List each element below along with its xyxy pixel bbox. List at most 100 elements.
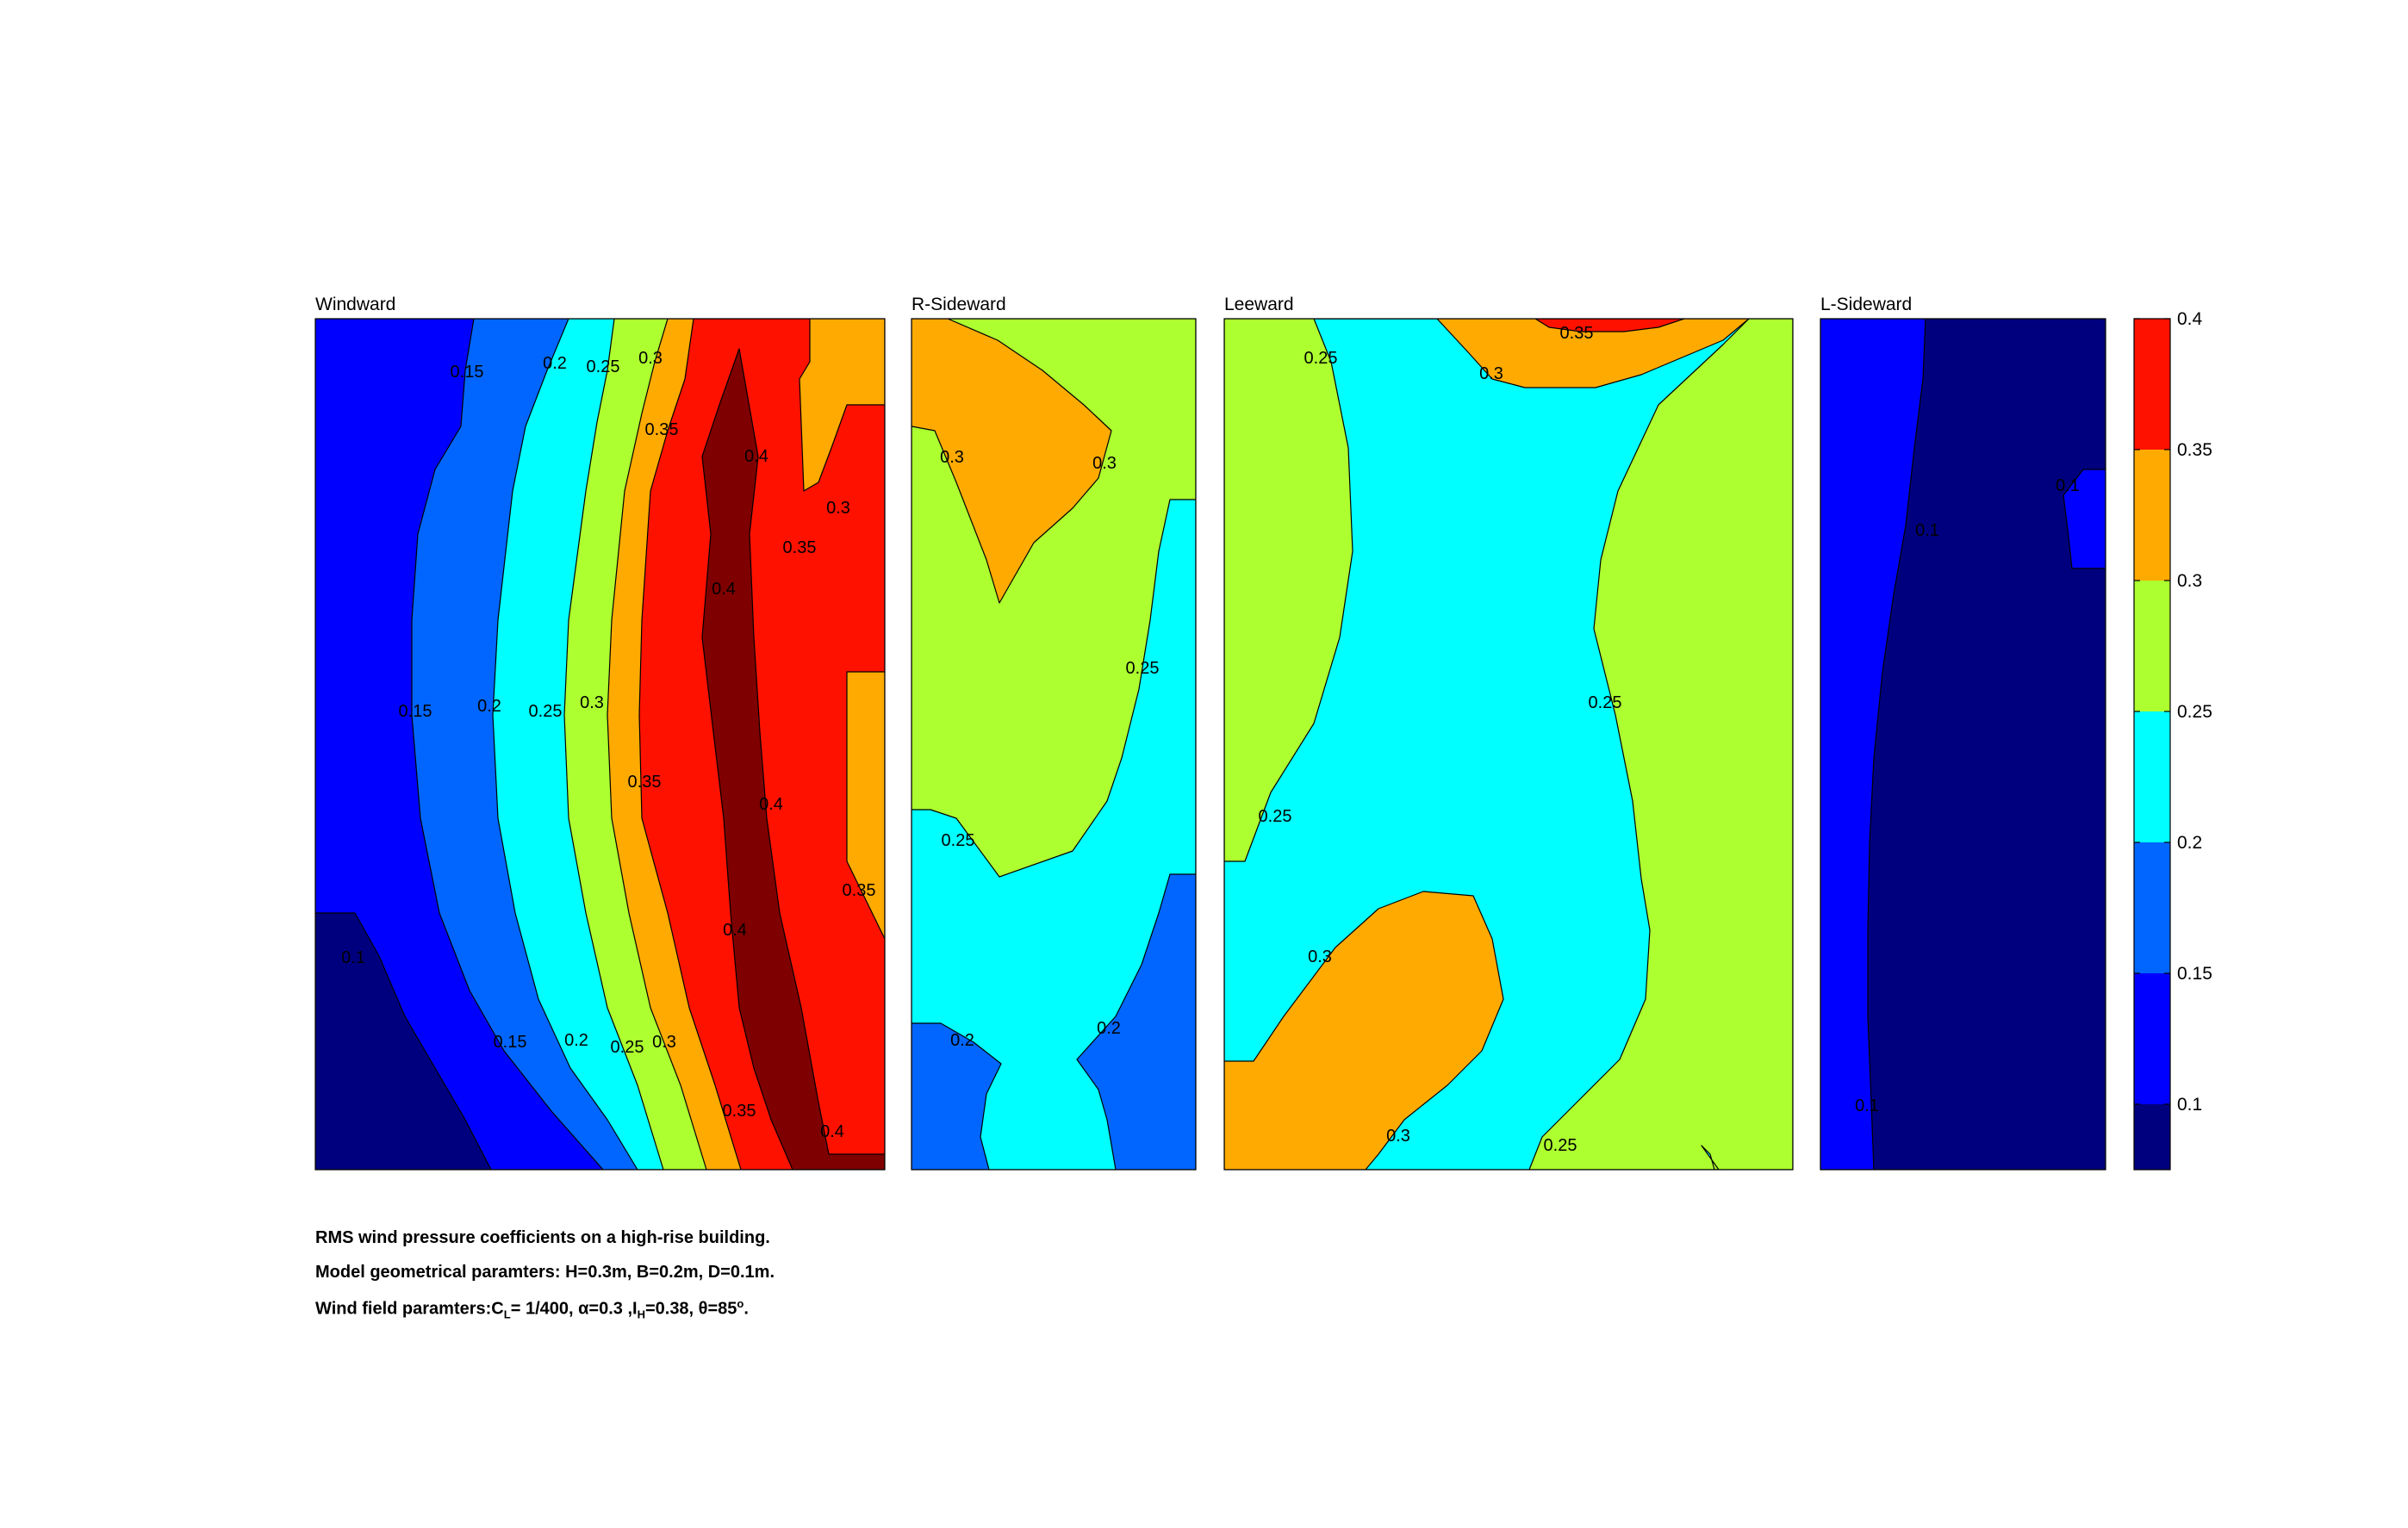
contour-label: 0.3 [940,448,964,467]
band-r-sideward-035 [912,319,1112,604]
contour-label: 0.4 [723,921,747,940]
colorbar-band [2134,581,2170,711]
contour-label: 0.2 [564,1031,588,1050]
colorbar-bands [2134,319,2170,1170]
panel-r-sideward: R-Sideward 0.3 0.3 0.25 0.25 0.2 0.2 [911,295,1197,1171]
contour-label: 0.2 [477,697,501,716]
contour-label: 0.35 [1560,324,1594,343]
contour-label: 0.25 [1544,1136,1577,1155]
contour-label: 0.4 [744,447,768,466]
caption-mid-1: = 1/400, [510,1299,579,1319]
band-l-sideward-01b [2063,469,2106,569]
caption-prefix: Wind field paramters:C [315,1299,504,1319]
caption-mid-2: =0.38, θ=85 [644,1299,737,1319]
panel-l-sideward: L-Sideward 0.1 0.1 0.1 [1820,295,2106,1171]
colorbar-band [2134,711,2170,842]
contour-label: 0.1 [2056,476,2080,495]
contour-label: 0.3 [580,693,604,712]
colorbar-band [2134,319,2170,450]
contour-label: 0.25 [1589,693,1622,712]
contour-label: 0.3 [826,499,850,518]
contour-label: 0.3 [652,1033,676,1052]
contour-labels-r-sideward: 0.3 0.3 0.25 0.25 0.2 0.2 [940,448,1159,1050]
colorbar-band [2134,842,2170,973]
contour-label: 0.2 [1097,1019,1121,1038]
band-leeward-04 [1534,319,1685,332]
contour-label: 0.35 [628,773,662,792]
colorbar-band [2134,1104,2170,1170]
caption-end: . [744,1299,749,1319]
band-leeward-03 [1224,319,1793,1170]
panel-title-leeward: Leeward [1224,295,1294,314]
contour-label: 0.35 [645,420,679,439]
panel-leeward: Leeward 0.25 0.3 0.35 0.25 0.25 0.3 0.3 … [1223,295,1794,1171]
colorbar-band [2134,450,2170,581]
band-l-sideward-01a [1820,319,1926,1170]
colorbar-band [2134,973,2170,1104]
colorbar-ticks: 0.1 0.15 0.2 0.25 0.3 0.35 0.4 [2134,309,2212,1115]
colorbar-tick-label: 0.2 [2177,833,2202,853]
panel-title-windward: Windward [315,295,395,314]
contour-labels-l-sideward: 0.1 0.1 0.1 [1855,476,2080,1115]
band-windward-peak [701,348,885,1170]
plot-frame-l-sideward [1820,318,2106,1171]
caption-sup-degree: o [737,1297,744,1310]
contour-label: 0.25 [1259,807,1292,826]
colorbar-tick-label: 0.4 [2177,309,2203,329]
colorbar-tick-label: 0.35 [2177,440,2212,460]
caption-line-3: Wind field paramters:CL= 1/400, α=0.3 ,I… [315,1297,749,1321]
band-r-sideward-02b [1076,873,1196,1170]
band-windward-01 [315,912,492,1170]
colorbar-tick-label: 0.3 [2177,571,2202,591]
contour-label: 0.3 [638,349,663,368]
contour-label: 0.25 [611,1038,644,1057]
panel-title-r-sideward: R-Sideward [912,295,1006,314]
caption-line-2: Model geometrical paramters: H=0.3m, B=0… [315,1263,775,1283]
band-r-sideward-02a [912,1022,1002,1170]
caption-sub-l: L [503,1307,511,1321]
caption-alpha: α=0.3 ,I [578,1299,638,1319]
contour-label: 0.4 [712,580,736,599]
caption-sub-h: H [637,1307,645,1321]
colorbar-tick-label: 0.25 [2177,702,2212,722]
contour-label: 0.25 [1126,659,1160,678]
contour-label: 0.25 [587,357,620,376]
caption-text-2: Model geometrical paramters: H=0.3m, B=0… [315,1263,775,1282]
contour-label: 0.3 [1479,364,1503,383]
contour-label: 0.2 [950,1031,974,1050]
contour-label: 0.15 [494,1033,527,1052]
contour-label: 0.4 [820,1122,844,1141]
contour-label: 0.15 [399,702,432,721]
band-windward-04 [638,319,885,1170]
contour-label: 0.25 [942,831,975,850]
caption-text-1: RMS wind pressure coefficients on a high… [315,1228,770,1247]
contour-label: 0.1 [1915,521,1939,540]
contour-labels-leeward: 0.25 0.3 0.35 0.25 0.25 0.3 0.3 0.25 [1259,324,1622,1155]
caption-line-1: RMS wind pressure coefficients on a high… [315,1228,770,1248]
contour-label: 0.35 [723,1102,756,1121]
band-leeward-03b [1224,891,1504,1170]
colorbar-tick-label: 0.1 [2177,1095,2202,1115]
plot-frame-windward [314,318,886,1171]
contour-label: 0.3 [1386,1127,1410,1146]
colorbar: 0.1 0.15 0.2 0.25 0.3 0.35 0.4 [2133,309,2212,1171]
contour-labels-windward: 0.15 0.2 0.25 0.3 0.35 0.4 0.3 0.35 0.4 … [341,349,875,1141]
contour-label: 0.1 [1855,1096,1879,1115]
plot-frame-r-sideward [911,318,1197,1171]
band-leeward-035 [1436,319,1750,388]
contour-label: 0.4 [759,795,783,814]
contour-label: 0.1 [341,948,365,967]
contour-label: 0.3 [1308,947,1332,966]
contour-label: 0.25 [1304,349,1338,368]
contour-label: 0.35 [843,881,876,900]
contour-label: 0.25 [529,702,563,721]
colorbar-tick-label: 0.15 [2177,964,2212,984]
contour-label: 0.2 [543,354,567,373]
plot-frame-leeward [1223,318,1794,1171]
panel-title-l-sideward: L-Sideward [1820,295,1912,314]
panel-windward: Windward 0.15 0.2 0.25 0.3 0.35 0.4 0.3 … [314,295,886,1171]
contour-label: 0.35 [783,538,817,557]
colorbar-frame [2133,318,2171,1171]
contour-label: 0.15 [451,363,484,382]
